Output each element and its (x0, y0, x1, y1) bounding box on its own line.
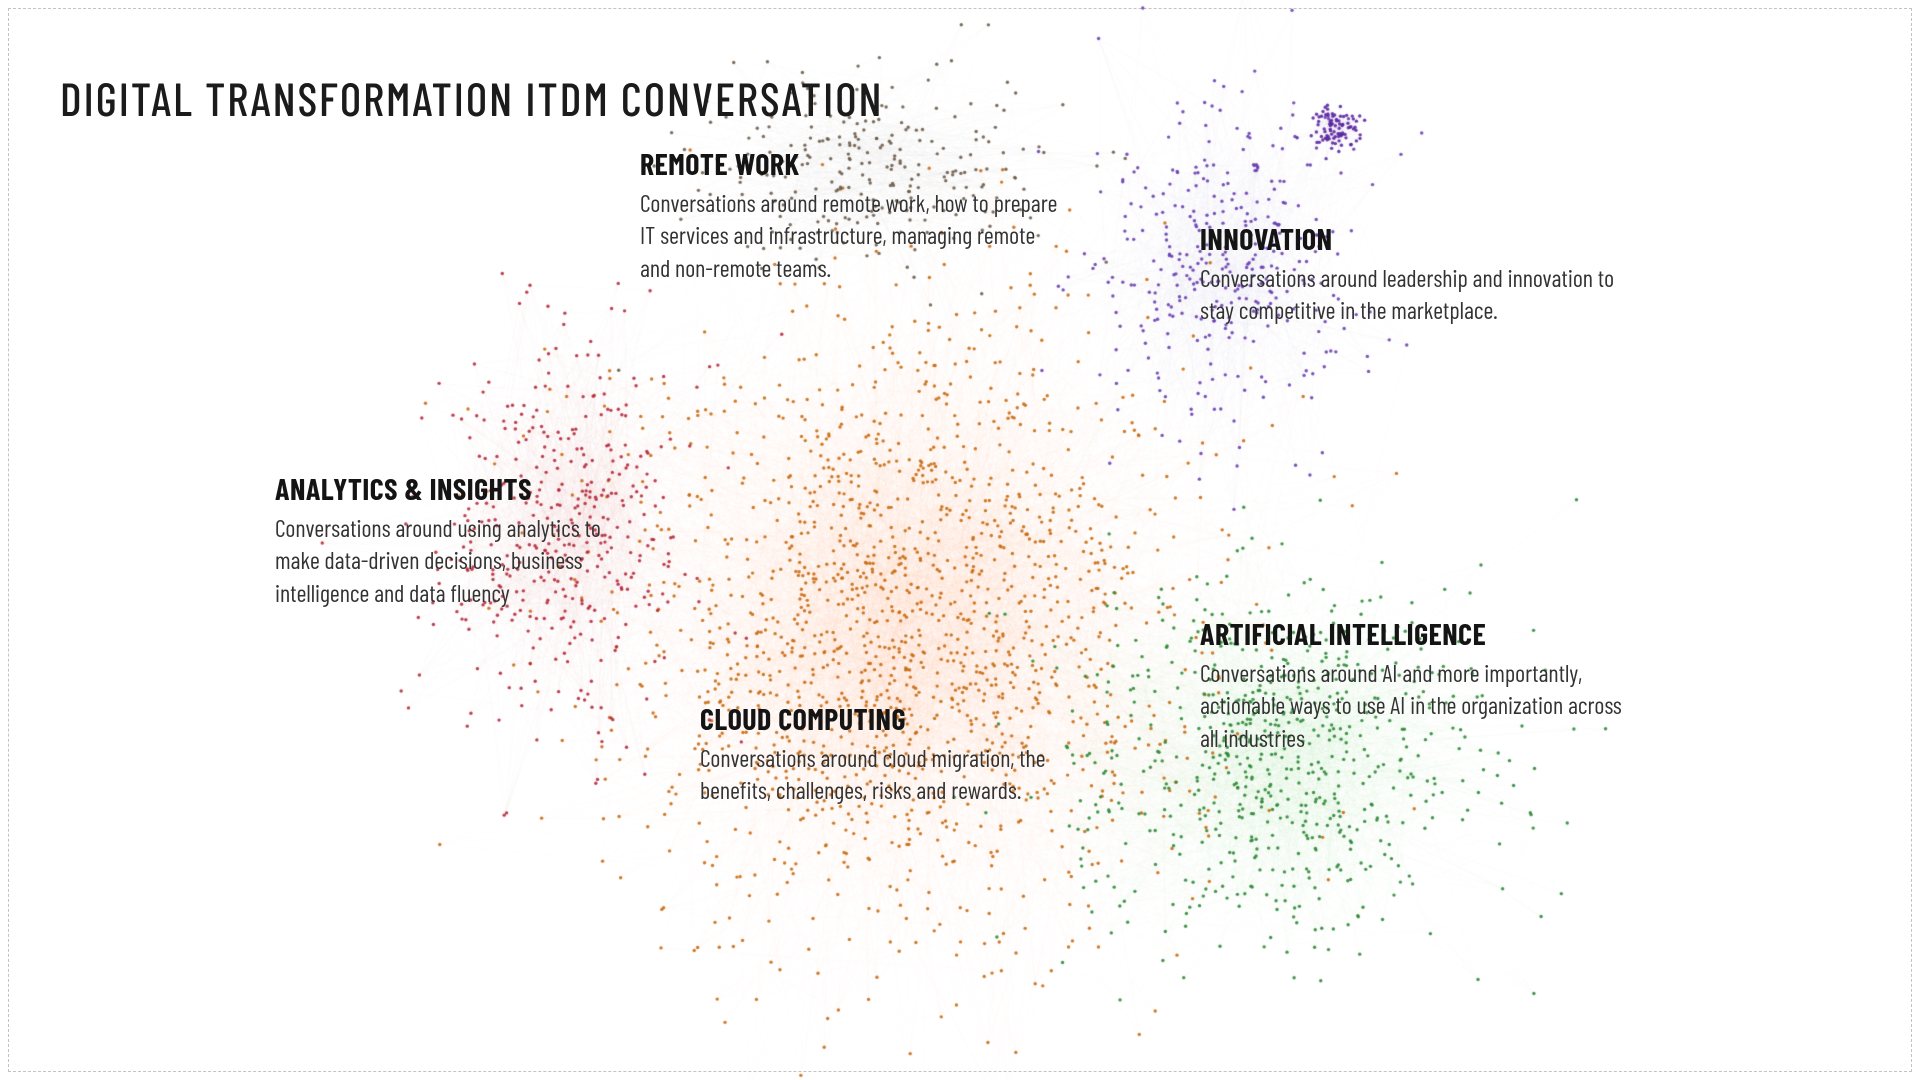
cluster-body-analytics: Conversations around using analytics to … (275, 512, 645, 609)
cluster-heading-cloud: CLOUD COMPUTING (700, 700, 1100, 736)
cluster-heading-remote-work: REMOTE WORK (640, 145, 1060, 181)
page-title: DIGITAL TRANSFORMATION ITDM CONVERSATION (60, 71, 884, 126)
cluster-heading-innovation: INNOVATION (1200, 220, 1630, 256)
cluster-label-remote-work: REMOTE WORK Conversations around remote w… (640, 145, 1060, 284)
cluster-body-ai: Conversations around AI and more importa… (1200, 657, 1630, 754)
cluster-body-innovation: Conversations around leadership and inno… (1200, 262, 1630, 327)
cluster-label-innovation: INNOVATION Conversations around leadershi… (1200, 220, 1630, 327)
cluster-body-cloud: Conversations around cloud migration, th… (700, 742, 1100, 807)
cluster-label-cloud: CLOUD COMPUTING Conversations around clou… (700, 700, 1100, 807)
cluster-body-remote-work: Conversations around remote work, how to… (640, 187, 1060, 284)
cluster-label-ai: ARTIFICIAL INTELLIGENCE Conversations aro… (1200, 615, 1630, 754)
cluster-heading-analytics: ANALYTICS & INSIGHTS (275, 470, 645, 506)
cluster-heading-ai: ARTIFICIAL INTELLIGENCE (1200, 615, 1630, 651)
cluster-label-analytics: ANALYTICS & INSIGHTS Conversations around… (275, 470, 645, 609)
